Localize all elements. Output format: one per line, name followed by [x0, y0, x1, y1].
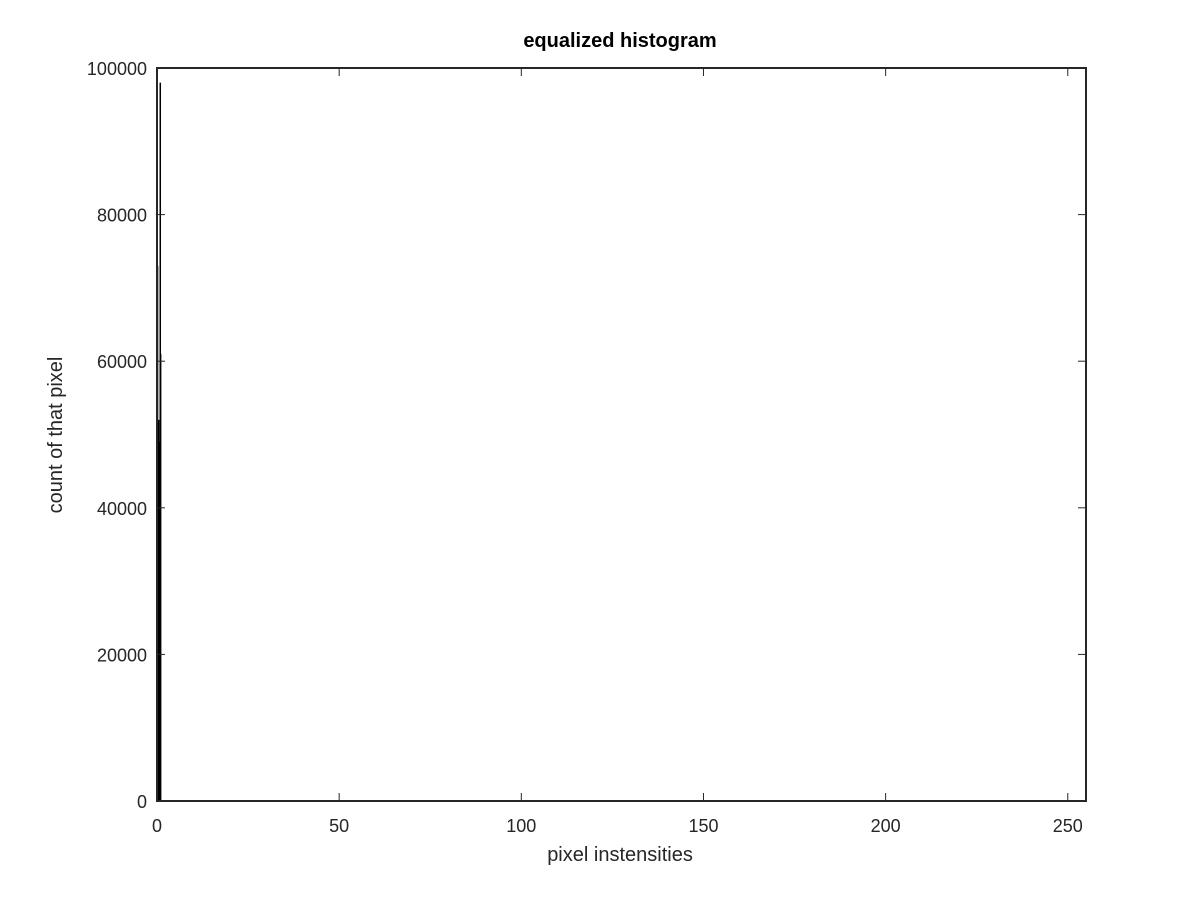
y-tick-label: 60000	[97, 352, 147, 372]
y-tick-label: 100000	[87, 59, 147, 79]
y-tick-label: 80000	[97, 206, 147, 226]
x-tick-label: 0	[152, 816, 162, 836]
x-tick-label: 250	[1053, 816, 1083, 836]
x-tick-label: 100	[506, 816, 536, 836]
chart-title: equalized histogram	[523, 30, 716, 52]
histogram-bar	[159, 353, 162, 801]
x-tick-label: 150	[688, 816, 718, 836]
y-axis-ticks: 0 20000 40000 60000 80000 100000	[87, 59, 1086, 812]
y-tick-label: 40000	[97, 499, 147, 519]
y-tick-label: 0	[137, 792, 147, 812]
y-tick-label: 20000	[97, 645, 147, 665]
x-axis-label: pixel instensities	[547, 844, 693, 866]
x-tick-label: 200	[871, 816, 901, 836]
plot-frame	[156, 67, 1087, 802]
y-axis-label: count of that pixel	[45, 357, 67, 514]
x-axis-ticks: 0 50 100 150 200 250	[152, 68, 1083, 836]
x-tick-label: 50	[329, 816, 349, 836]
